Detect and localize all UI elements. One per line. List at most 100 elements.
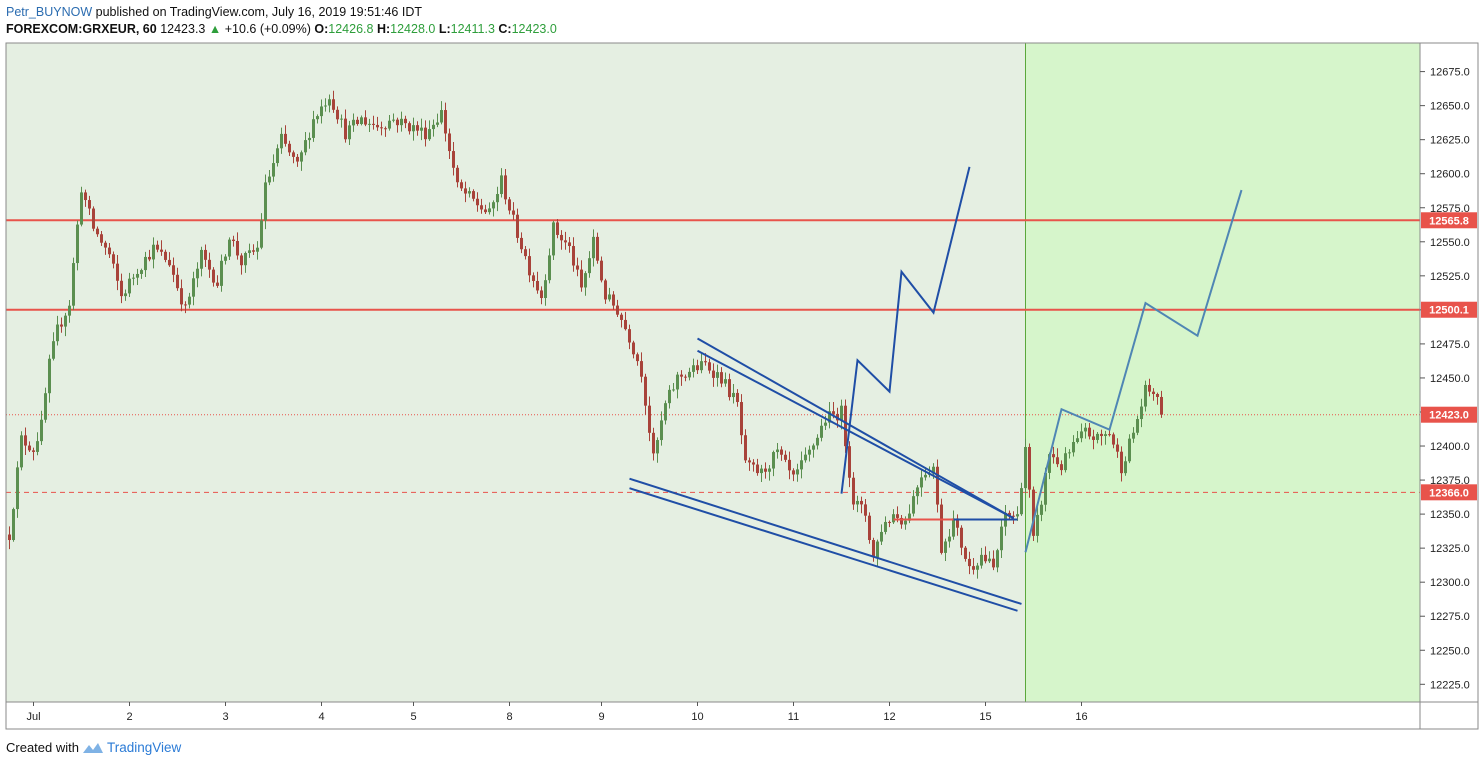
channel-lower-line: [629, 477, 1022, 605]
candle-body: [468, 191, 471, 194]
candle-body: [712, 370, 715, 378]
candle-body: [276, 148, 279, 164]
candle-body: [1048, 454, 1051, 473]
candle-body: [864, 504, 867, 516]
candle-body: [800, 460, 803, 470]
candle-body: [796, 469, 799, 475]
candle-body: [856, 500, 859, 505]
projection-path: [1024, 189, 1243, 553]
y-tick-label: 12375.0: [1430, 475, 1470, 487]
candle-body: [432, 124, 435, 130]
price-axis[interactable]: 12225.0 12250.0 12275.0 12300.0 12325.0 12350…: [1420, 67, 1470, 692]
candle-body: [200, 249, 203, 269]
tradingview-brand[interactable]: TradingView: [106, 740, 182, 755]
candle-body: [992, 558, 995, 568]
y-tick-label: 12575.0: [1430, 203, 1470, 215]
candle-body: [328, 99, 331, 106]
candle-body: [612, 294, 615, 306]
candle-body: [892, 514, 895, 523]
candle-body: [68, 305, 71, 316]
candle-body: [288, 143, 291, 153]
candle-body: [708, 362, 711, 371]
candle-body: [820, 425, 823, 438]
candle-body: [520, 237, 523, 250]
candle-body: [132, 277, 135, 279]
candle-body: [512, 210, 515, 215]
candle-body: [1044, 472, 1047, 505]
candle-body: [244, 253, 247, 266]
projection-zone: [1025, 43, 1420, 702]
candle-body: [552, 222, 555, 256]
candle-body: [656, 440, 659, 454]
footer: Created with TradingView: [6, 740, 181, 755]
candle-body: [1152, 391, 1155, 394]
candle-body: [888, 521, 891, 523]
candle-body: [948, 536, 951, 542]
candle-body: [980, 554, 983, 566]
candle-body: [56, 324, 59, 342]
y-tick-label: 12300.0: [1430, 577, 1470, 589]
candle-body: [1092, 436, 1095, 440]
candle-body: [784, 454, 787, 460]
candle-body: [12, 509, 15, 541]
x-tick-label: 11: [788, 711, 799, 723]
candle-body: [300, 152, 303, 162]
candle-body: [596, 236, 599, 261]
time-axis[interactable]: Jul 2 3 4 5 8 9 10 11 12 15 16: [26, 702, 1088, 723]
candle-body: [160, 249, 163, 252]
candle-body: [312, 119, 315, 138]
candle-body: [412, 125, 415, 132]
candle-body: [692, 365, 695, 372]
published-text: published on TradingView.com, July 16, 2…: [95, 5, 422, 19]
candle-body: [1020, 488, 1023, 515]
candle-body: [220, 260, 223, 286]
candle-body: [996, 550, 999, 568]
symbol-label: FOREXCOM:GRXEUR, 60: [6, 22, 157, 36]
candle-body: [1136, 419, 1139, 433]
candle-body: [128, 278, 131, 294]
change-up-icon: ▲: [208, 22, 222, 36]
candle-body: [1132, 432, 1135, 439]
candle-body: [172, 265, 175, 275]
candle-body: [420, 127, 423, 131]
level-label-bg: [1421, 406, 1477, 423]
candle-body: [384, 128, 387, 130]
low-label: L:: [438, 22, 451, 36]
candle-body: [76, 224, 79, 264]
y-tick-label: 12525.0: [1430, 271, 1470, 283]
level-label-bg: [1421, 212, 1477, 229]
open-label: O:: [314, 22, 329, 36]
candle-body: [216, 282, 219, 286]
candle-body: [772, 452, 775, 469]
candle-body: [536, 280, 539, 291]
candle-body: [348, 125, 351, 140]
candle-body: [628, 329, 631, 343]
candle-body: [868, 515, 871, 541]
candle-body: [92, 208, 95, 229]
candle-body: [260, 220, 263, 248]
candle-body: [164, 251, 167, 260]
candle-body: [968, 558, 971, 567]
candle-body: [808, 449, 811, 455]
candle-body: [212, 269, 215, 283]
candle-body: [20, 435, 23, 468]
candle-body: [1088, 427, 1091, 437]
candle-body: [620, 314, 623, 320]
candle-body: [956, 518, 959, 528]
candle-body: [944, 541, 947, 553]
channel-upper-line: [697, 337, 1014, 520]
candle-body: [816, 437, 819, 446]
candle-body: [100, 234, 103, 243]
candle-body: [368, 123, 371, 125]
candle-body: [188, 296, 191, 305]
candle-body: [780, 449, 783, 455]
close-label: C:: [498, 22, 512, 36]
candle-body: [136, 273, 139, 278]
author-name[interactable]: Petr_BUYNOW: [6, 5, 93, 19]
candle-body: [1108, 434, 1111, 436]
candle-body: [416, 125, 419, 131]
candle-body: [268, 176, 271, 183]
candle-body: [224, 256, 227, 261]
candle-body: [48, 358, 51, 394]
